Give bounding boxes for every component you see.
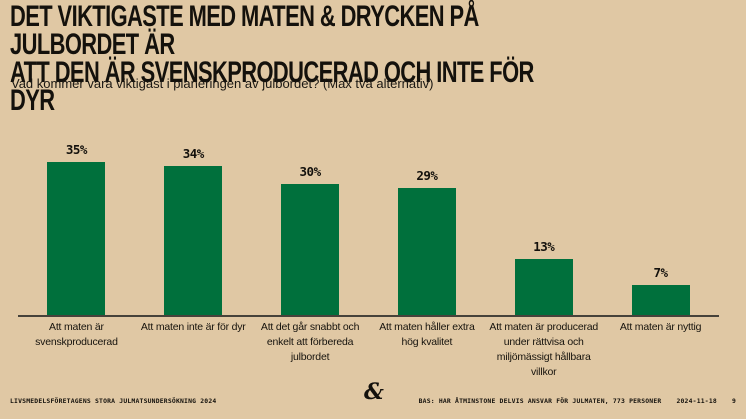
x-axis-category-label: Att det går snabbt och enkelt att förber… [260, 321, 360, 363]
chart-question: Vad kommer vara viktigast i planeringen … [11, 76, 434, 91]
bar-value-label: 35% [65, 142, 88, 157]
bar [514, 259, 573, 316]
footer-source: LIVSMEDELSFÖRETAGENS STORA JULMATSUNDERS… [10, 397, 217, 405]
page-title: DET VIKTIGASTE MED MATEN & DRYCKEN PÅ JU… [10, 0, 534, 117]
x-axis-line [18, 315, 719, 317]
bar-group: 13% [485, 239, 602, 316]
bar-value-label: 7% [653, 265, 669, 280]
bar-chart: 35% 34% 30% 29% 13% 7% [18, 86, 719, 316]
bar-value-label: 34% [182, 146, 205, 161]
bar-group: 35% [18, 142, 135, 316]
bar-group: 29% [368, 168, 485, 316]
bar-group: 7% [602, 265, 719, 316]
bar [631, 285, 690, 316]
bar [164, 166, 223, 316]
x-axis-category-label: Att maten är nyttig [619, 321, 702, 333]
x-axis-labels: Att maten är svenskproducerad Att maten i… [18, 320, 719, 380]
footer-page-number: 9 [731, 397, 736, 405]
bar [47, 162, 106, 316]
bar-group: 34% [135, 146, 252, 316]
bar [397, 188, 456, 316]
bar [281, 184, 340, 316]
ampersand-logo-icon: & [364, 379, 384, 405]
x-axis-category-label: Att maten är producerad under rättvisa o… [489, 321, 599, 378]
x-axis-category-label: Att maten är svenskproducerad [35, 321, 118, 348]
x-axis-category-label: Att maten inte är för dyr [140, 321, 246, 333]
x-axis-category-label: Att maten håller extra hög kvalitet [379, 321, 475, 348]
bar-value-label: 29% [416, 168, 438, 183]
footer-meta: BAS: HAR ÅTMINSTONE DELVIS ANSVAR FÖR JU… [419, 397, 736, 405]
footer-date: 2024-11-18 [676, 397, 717, 405]
bar-value-label: 13% [533, 239, 555, 254]
bar-group: 30% [252, 164, 369, 316]
bar-value-label: 30% [299, 164, 322, 179]
footer-base-note: BAS: HAR ÅTMINSTONE DELVIS ANSVAR FÖR JU… [418, 397, 662, 405]
